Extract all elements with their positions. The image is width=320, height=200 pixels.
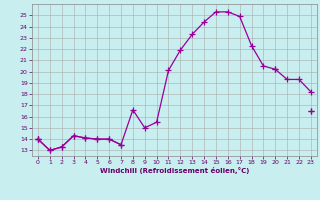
- X-axis label: Windchill (Refroidissement éolien,°C): Windchill (Refroidissement éolien,°C): [100, 167, 249, 174]
